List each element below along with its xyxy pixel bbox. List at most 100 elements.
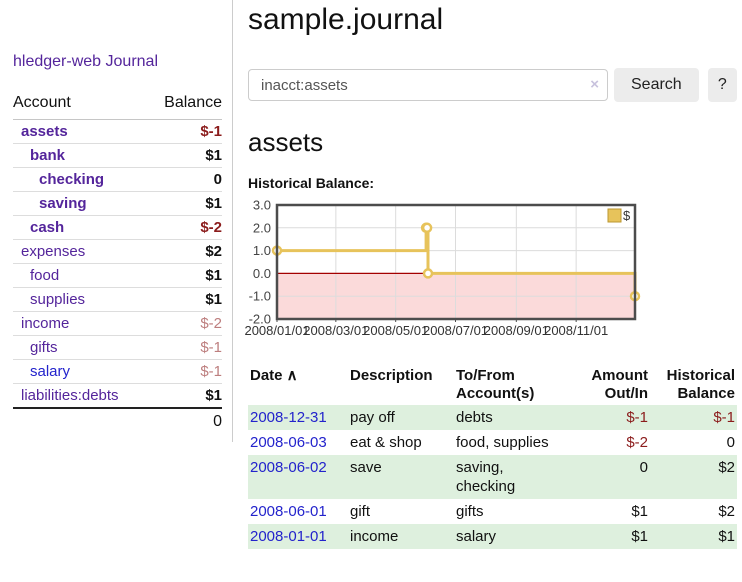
account-link-salary[interactable]: salary xyxy=(30,363,71,380)
transaction-accounts: saving, checking xyxy=(456,459,516,495)
x-tick-label: 2008/01/01 xyxy=(244,323,309,338)
header-label: To/From xyxy=(456,367,515,384)
account-balance: $-2 xyxy=(148,311,222,336)
transaction-date-cell: 2008-01-01 xyxy=(248,524,348,549)
account-row: expenses $2 xyxy=(13,239,222,264)
transaction-description: save xyxy=(350,459,382,476)
account-balance: $1 xyxy=(148,263,222,288)
x-tick-label: 2008/05/01 xyxy=(363,323,428,338)
account-link-gifts[interactable]: gifts xyxy=(30,339,58,356)
account-link-supplies[interactable]: supplies xyxy=(30,291,86,308)
register-column-header[interactable]: Date ∧ xyxy=(248,365,348,405)
account-balance: $-1 xyxy=(148,335,222,360)
account-balance: $1 xyxy=(148,383,222,409)
x-tick-label: 2008/11/01 xyxy=(544,323,608,338)
help-button[interactable]: ? xyxy=(707,68,737,102)
accounts-column-header: Account xyxy=(13,90,149,120)
register-column-header: Description xyxy=(348,365,454,405)
account-link-income[interactable]: income xyxy=(21,315,70,332)
sort-ascending-icon[interactable]: ∧ xyxy=(282,367,298,384)
account-link-saving[interactable]: saving xyxy=(39,195,87,212)
account-row: cash $-2 xyxy=(13,215,222,240)
transaction-date-link[interactable]: 2008-06-02 xyxy=(250,459,327,476)
x-tick-label: 2008/03/01 xyxy=(303,323,368,338)
account-balance: $1 xyxy=(148,143,222,168)
transaction-date-cell: 2008-12-31 xyxy=(248,405,348,430)
account-link-liabilities-debts[interactable]: liabilities:debts xyxy=(21,387,119,404)
account-balance: $1 xyxy=(148,287,222,312)
account-name-cell: food xyxy=(13,263,149,288)
account-row: salary $-1 xyxy=(13,359,222,384)
account-link-bank[interactable]: bank xyxy=(30,147,66,164)
x-tick-label: 2008/09/01 xyxy=(484,323,549,338)
transaction-balance: $2 xyxy=(718,503,735,520)
account-row: liabilities:debts $1 xyxy=(13,383,222,409)
transaction-accounts: gifts xyxy=(456,503,484,520)
clear-search-icon[interactable]: × xyxy=(590,76,599,93)
account-balance: $2 xyxy=(148,239,222,264)
account-row: food $1 xyxy=(13,263,222,288)
transaction-amount: $1 xyxy=(631,528,648,545)
transaction-balance: 0 xyxy=(726,434,735,451)
header-label: Amount xyxy=(591,367,648,384)
transaction-date-cell: 2008-06-02 xyxy=(248,455,348,499)
header-label: Description xyxy=(350,367,433,384)
chart-label: Historical Balance: xyxy=(248,175,375,191)
y-tick-label: 1.0 xyxy=(253,243,271,258)
register-column-header: Amount Out/In xyxy=(558,365,650,405)
data-point-marker xyxy=(422,268,434,279)
transaction-amount: 0 xyxy=(639,459,648,476)
account-name-cell: salary xyxy=(13,359,149,384)
account-link-cash[interactable]: cash xyxy=(30,219,65,236)
header-label: Out/In xyxy=(604,385,648,402)
account-row: supplies $1 xyxy=(13,287,222,312)
app-brand-link[interactable]: hledger-web xyxy=(13,53,102,70)
account-name-cell: bank xyxy=(13,143,149,168)
register-header-row: Date ∧ Description To/From Account(s) Amount… xyxy=(248,365,737,405)
account-link-checking[interactable]: checking xyxy=(39,171,105,188)
search-button[interactable]: Search xyxy=(614,68,699,102)
balance-column-header: Balance xyxy=(148,90,222,120)
y-tick-label: 0.0 xyxy=(253,266,271,281)
sidebar: hledger-web Journal Account Balance asse… xyxy=(0,0,233,442)
y-tick-label: -1.0 xyxy=(249,289,271,304)
account-balance: $-1 xyxy=(148,119,222,144)
account-name-cell: expenses xyxy=(13,239,149,264)
account-link-expenses[interactable]: expenses xyxy=(21,243,86,260)
account-name-cell: assets xyxy=(13,119,149,144)
account-row: saving $1 xyxy=(13,191,222,216)
account-balance: $-2 xyxy=(148,215,222,240)
register-row: 2008-06-01 gift gifts $1 $2 xyxy=(248,499,737,524)
legend-swatch xyxy=(607,208,622,223)
transaction-balance: $2 xyxy=(718,459,735,476)
account-row: bank $1 xyxy=(13,143,222,168)
total-label-cell xyxy=(13,407,149,435)
transaction-date-link[interactable]: 2008-06-01 xyxy=(250,503,327,520)
search-input[interactable] xyxy=(248,69,608,101)
main-content: sample.journal × Search ? assets Histori… xyxy=(234,0,742,549)
transaction-description: gift xyxy=(350,503,371,520)
data-point-marker xyxy=(421,222,433,234)
search-input-wrap: × xyxy=(248,69,608,101)
transaction-date-link[interactable]: 2008-06-03 xyxy=(250,434,327,451)
account-row: gifts $-1 xyxy=(13,335,222,360)
transaction-date-link[interactable]: 2008-01-01 xyxy=(250,528,327,545)
plot-border xyxy=(275,203,637,321)
accounts-header-row: Account Balance xyxy=(13,90,222,120)
x-tick-label: 2008/07/01 xyxy=(423,323,488,338)
register-column-header: Historical Balance xyxy=(650,365,737,405)
account-name-cell: checking xyxy=(13,167,149,192)
account-link-food[interactable]: food xyxy=(30,267,60,284)
account-name-cell: gifts xyxy=(13,335,149,360)
transaction-date-link[interactable]: 2008-12-31 xyxy=(250,409,327,426)
register-column-header: To/From Account(s) xyxy=(454,365,558,405)
account-row: income $-2 xyxy=(13,311,222,336)
transaction-accounts: salary xyxy=(456,528,497,545)
account-name-cell: saving xyxy=(13,191,149,216)
sidebar-item-journal[interactable]: Journal xyxy=(105,53,158,70)
account-link-assets[interactable]: assets xyxy=(21,123,68,140)
transaction-date-cell: 2008-06-03 xyxy=(248,430,348,455)
account-balance: $-1 xyxy=(148,359,222,384)
y-tick-label: 3.0 xyxy=(253,198,271,213)
